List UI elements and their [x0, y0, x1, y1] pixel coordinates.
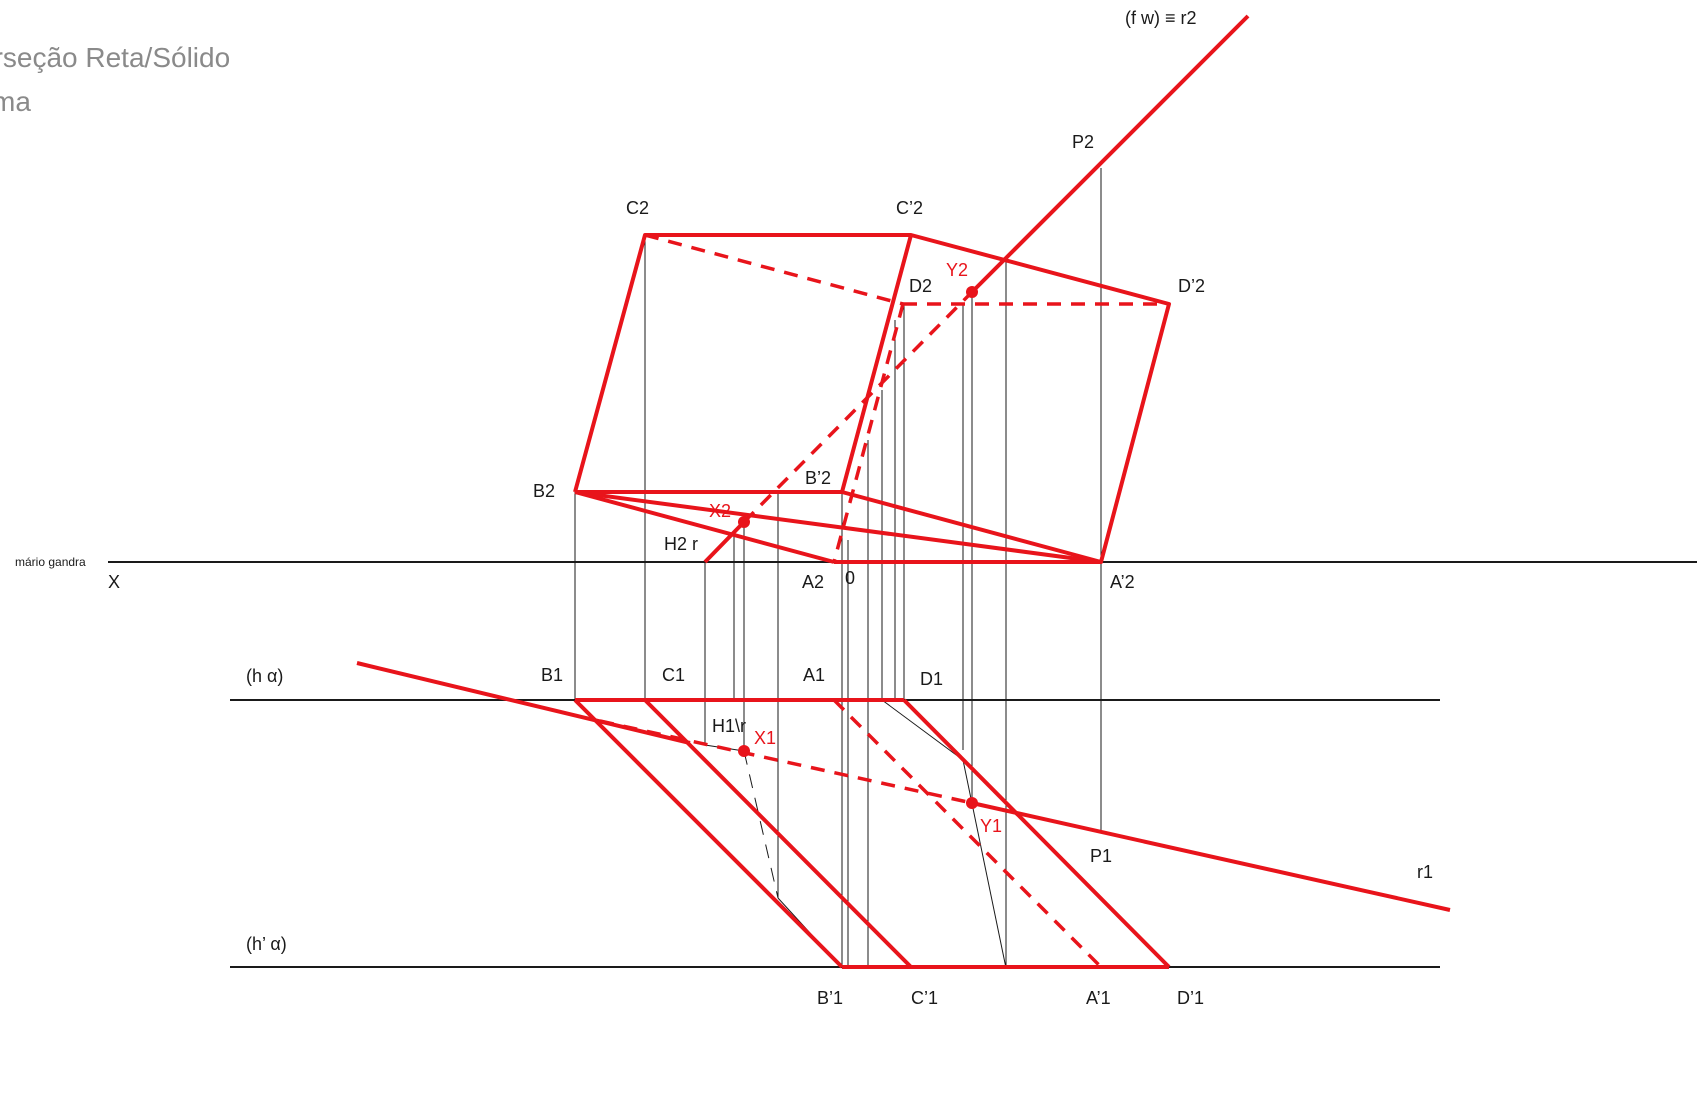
- label-c2: C2: [626, 198, 649, 218]
- label-x1: X1: [754, 728, 776, 748]
- author-signature: mário gandra: [15, 555, 86, 569]
- point-x1: [738, 745, 750, 757]
- title-line-2: sma: [0, 86, 31, 117]
- label-dp2: D’2: [1178, 276, 1205, 296]
- label-p1: P1: [1090, 846, 1112, 866]
- label-bp2: B’2: [805, 468, 831, 488]
- label-h1r: H1\r: [712, 716, 746, 736]
- label-c1: C1: [662, 665, 685, 685]
- label-cp2: C’2: [896, 198, 923, 218]
- label-d2: D2: [909, 276, 932, 296]
- axis-label: X: [108, 572, 120, 592]
- label-x2: X2: [709, 501, 731, 521]
- projection-lines: [574, 168, 1102, 969]
- label-p2: P2: [1072, 132, 1094, 152]
- line-r-horizontal: [356, 661, 1451, 912]
- label-ap1: A’1: [1086, 988, 1111, 1008]
- label-y1: Y1: [980, 816, 1002, 836]
- prism-frontal-projection: [573, 233, 1171, 564]
- line-r-frontal: [703, 14, 1250, 564]
- label-b1: B1: [541, 665, 563, 685]
- point-x2: [738, 516, 750, 528]
- label-ap2: A’2: [1110, 572, 1135, 592]
- label-h2r: H2 r: [664, 534, 698, 554]
- label-bp1: B’1: [817, 988, 843, 1008]
- label-r1: r1: [1417, 862, 1433, 882]
- label-fw-r2: (f w) ≡ r2: [1125, 8, 1197, 28]
- label-y2: Y2: [946, 260, 968, 280]
- label-d1: D1: [920, 669, 943, 689]
- prism-horizontal-projection: [573, 698, 1171, 969]
- label-dp1: D’1: [1177, 988, 1204, 1008]
- label-hp-alpha: (h’ α): [246, 934, 287, 954]
- point-y2: [966, 286, 978, 298]
- point-y1: [966, 797, 978, 809]
- label-cp1: C’1: [911, 988, 938, 1008]
- title-line-1: erseção Reta/Sólido: [0, 42, 231, 73]
- label-a1: A1: [803, 665, 825, 685]
- label-h-alpha: (h α): [246, 666, 283, 686]
- label-a2: A2: [802, 572, 824, 592]
- label-zero: 0: [845, 568, 855, 588]
- label-b2: B2: [533, 481, 555, 501]
